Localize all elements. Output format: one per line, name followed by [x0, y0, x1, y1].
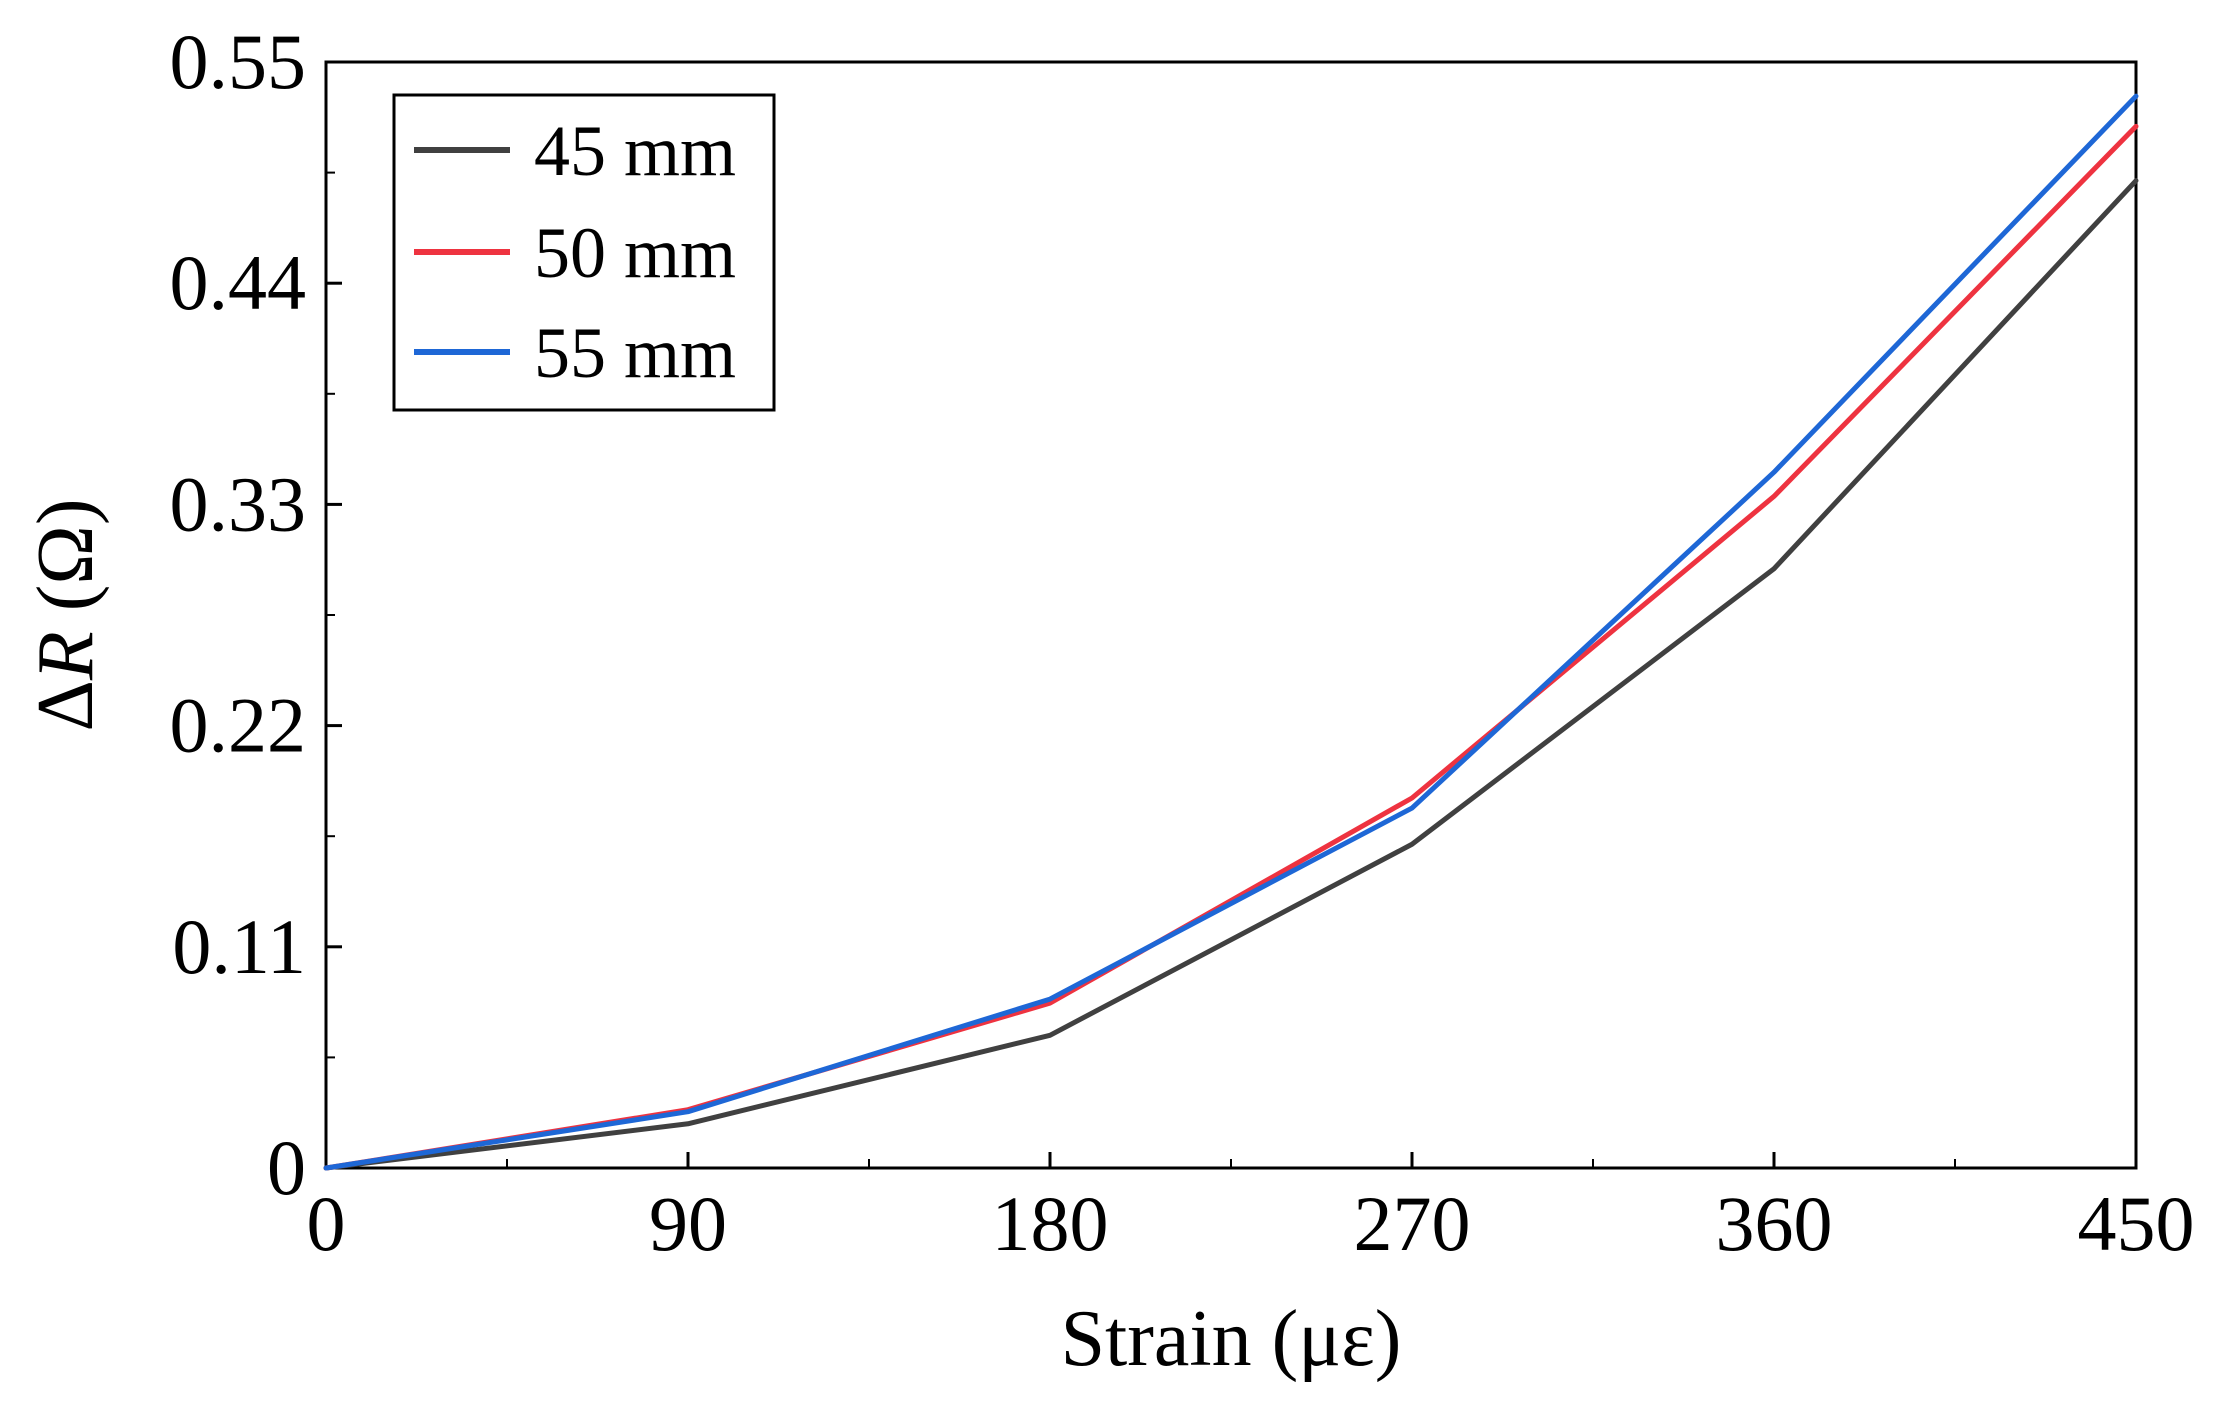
y-axis-title-variable: R	[22, 631, 110, 681]
y-tick-label-0.33: 0.33	[170, 460, 307, 547]
y-axis-title-prefix: Δ	[22, 680, 110, 731]
legend-label-50mm: 50 mm	[534, 213, 736, 293]
y-tick-label-0.55: 0.55	[170, 18, 307, 105]
x-tick-label-450: 450	[2078, 1180, 2195, 1267]
x-tick-label-270: 270	[1354, 1180, 1471, 1267]
legend-label-45mm: 45 mm	[534, 111, 736, 191]
legend: 45 mm 50 mm 55 mm	[394, 95, 774, 410]
x-tick-label-0: 0	[307, 1180, 346, 1267]
y-tick-label-0.22: 0.22	[170, 682, 307, 769]
x-tick-label-360: 360	[1716, 1180, 1833, 1267]
y-tick-label-0.11: 0.11	[172, 903, 306, 990]
y-axis-title-unit: (Ω)	[22, 498, 110, 631]
y-axis-title: ΔR (Ω)	[22, 498, 110, 731]
x-axis-title: Strain (με)	[1061, 1295, 1402, 1383]
x-tick-label-180: 180	[992, 1180, 1109, 1267]
legend-label-55mm: 55 mm	[534, 313, 736, 393]
y-tick-label-0: 0	[267, 1124, 306, 1211]
x-tick-label-90: 90	[649, 1180, 727, 1267]
y-tick-label-0.44: 0.44	[170, 239, 307, 326]
